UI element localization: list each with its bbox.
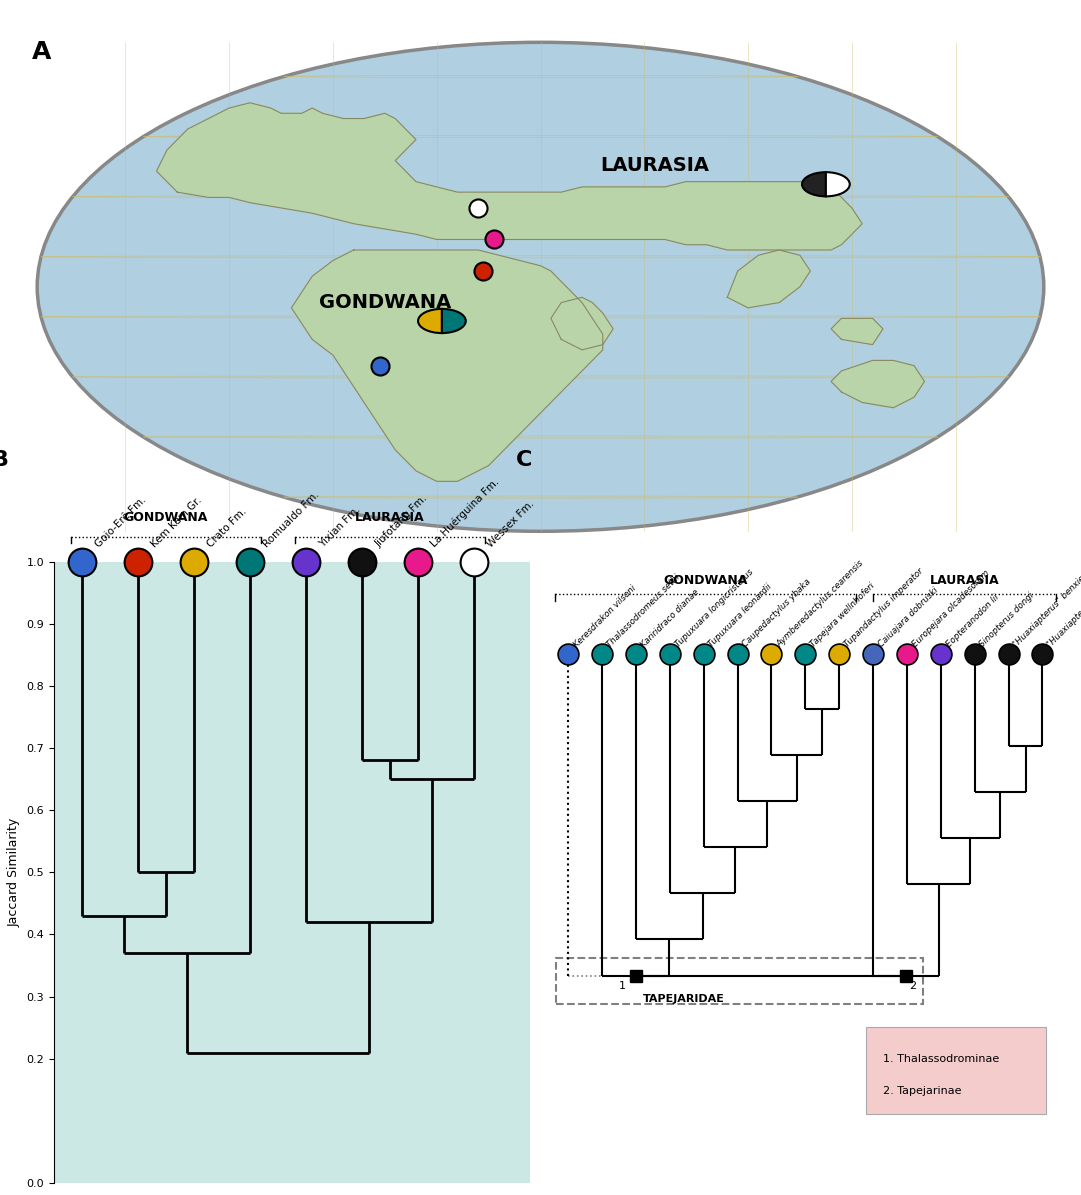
Text: Sinopterus dongi: Sinopterus dongi <box>978 592 1037 649</box>
Text: LAURASIA: LAURASIA <box>355 511 425 525</box>
Polygon shape <box>157 103 863 250</box>
Text: Goio-Erê Fm.: Goio-Erê Fm. <box>93 495 148 550</box>
Text: A: A <box>32 39 52 63</box>
Text: C: C <box>516 449 532 470</box>
Text: Tupuxuara leonardii: Tupuxuara leonardii <box>707 582 774 649</box>
Text: 2. Tapejarinae: 2. Tapejarinae <box>883 1086 962 1096</box>
Text: Keresdrakon vilsoni: Keresdrakon vilsoni <box>572 583 638 649</box>
Text: GONDWANA: GONDWANA <box>319 293 451 312</box>
Ellipse shape <box>37 42 1044 532</box>
Text: Jiufotang Fm.: Jiufotang Fm. <box>373 494 429 550</box>
FancyBboxPatch shape <box>866 1027 1045 1114</box>
Text: La Huérguina Fm.: La Huérguina Fm. <box>429 477 502 550</box>
Wedge shape <box>442 308 466 333</box>
Text: "Huaxiapterus" benxiensis: "Huaxiapterus" benxiensis <box>1012 562 1081 649</box>
Text: Kem Kem Gr.: Kem Kem Gr. <box>149 495 203 550</box>
Text: Romualdo Fm.: Romualdo Fm. <box>262 489 321 550</box>
Text: GONDWANA: GONDWANA <box>664 574 748 587</box>
Text: Tupuxuara longicristatus: Tupuxuara longicristatus <box>673 568 755 649</box>
Polygon shape <box>292 250 603 482</box>
Text: Europejara olcadesorum: Europejara olcadesorum <box>910 569 991 649</box>
Text: 1: 1 <box>618 981 626 991</box>
Text: Thalassodromeus sethi: Thalassodromeus sethi <box>605 572 682 649</box>
Text: Tapejara wellnhoferi: Tapejara wellnhoferi <box>809 581 877 649</box>
Text: Caupedactylus ybaka: Caupedactylus ybaka <box>740 577 813 649</box>
Text: Crato Fm.: Crato Fm. <box>205 505 249 550</box>
Text: Kariridraco dianae: Kariridraco dianae <box>639 587 702 649</box>
Text: Caiuajara dobruski: Caiuajara dobruski <box>877 586 939 649</box>
Wedge shape <box>802 172 826 196</box>
Text: LAURASIA: LAURASIA <box>930 574 999 587</box>
Text: B: B <box>0 449 10 470</box>
Text: TAPEJARIDAE: TAPEJARIDAE <box>642 994 724 1004</box>
Text: 2: 2 <box>909 981 917 991</box>
Text: GONDWANA: GONDWANA <box>124 511 209 525</box>
Text: Yixian Fm.: Yixian Fm. <box>317 504 362 550</box>
Polygon shape <box>728 250 811 308</box>
Text: Tupandactylus imperator: Tupandactylus imperator <box>842 566 925 649</box>
Text: LAURASIA: LAURASIA <box>600 157 709 176</box>
Bar <box>557 957 923 1004</box>
Wedge shape <box>826 172 850 196</box>
Polygon shape <box>831 318 883 344</box>
Text: Aymberedactylus cearensis: Aymberedactylus cearensis <box>775 559 865 649</box>
Text: Wessex Fm.: Wessex Fm. <box>485 498 536 550</box>
Text: 1. Thalassodrominae: 1. Thalassodrominae <box>883 1054 1000 1064</box>
Polygon shape <box>551 298 613 350</box>
Text: "Huaxiapterus" corollatus: "Huaxiapterus" corollatus <box>1045 564 1081 649</box>
Wedge shape <box>418 308 442 333</box>
Polygon shape <box>831 361 924 407</box>
Text: Eopteranodon lii: Eopteranodon lii <box>944 593 1000 649</box>
Y-axis label: Jaccard Similarity: Jaccard Similarity <box>8 817 21 927</box>
